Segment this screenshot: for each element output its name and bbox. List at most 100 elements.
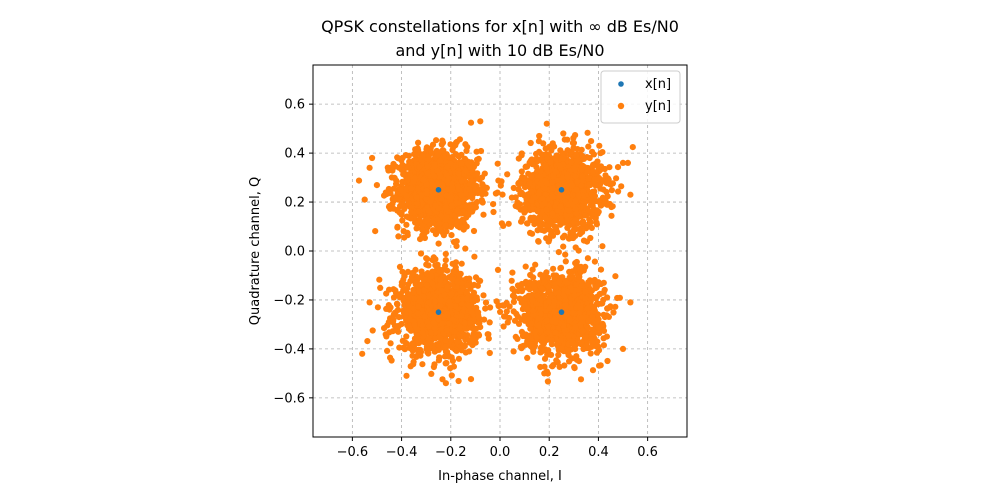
- y-point: [558, 217, 565, 224]
- y-point: [387, 340, 394, 347]
- y-point: [467, 203, 474, 210]
- y-point: [547, 158, 554, 166]
- y-point: [456, 136, 463, 143]
- y-point: [606, 200, 613, 208]
- y-point: [512, 333, 519, 340]
- y-point: [454, 338, 461, 345]
- y-point: [471, 327, 478, 334]
- y-point: [414, 336, 421, 343]
- y-point: [498, 220, 505, 227]
- y-point: [437, 302, 444, 309]
- grid-lines: [313, 65, 687, 437]
- y-point: [455, 355, 462, 362]
- y-point: [415, 310, 422, 317]
- y-point: [472, 339, 479, 346]
- y-point: [419, 322, 426, 329]
- y-point: [560, 130, 567, 137]
- y-point: [586, 181, 593, 188]
- y-point: [431, 173, 438, 180]
- y-point: [546, 236, 553, 243]
- y-point: [568, 182, 576, 189]
- y-point: [520, 175, 527, 182]
- y-point: [450, 175, 457, 182]
- y-point: [458, 312, 465, 319]
- y-point: [580, 199, 588, 206]
- y-point: [411, 295, 418, 302]
- y-point: [410, 358, 417, 365]
- y-point: [497, 182, 504, 189]
- y-point: [452, 259, 460, 266]
- y-point: [432, 202, 439, 209]
- y-point: [394, 306, 402, 313]
- y-point: [573, 210, 580, 217]
- y-point: [479, 181, 486, 188]
- y-point: [389, 167, 396, 174]
- y-point: [556, 192, 563, 199]
- y-point: [442, 337, 449, 344]
- y-point: [410, 270, 417, 278]
- y-point: [567, 159, 575, 166]
- y-point: [469, 333, 477, 340]
- y-point: [510, 348, 517, 355]
- y-point: [557, 177, 564, 184]
- y-point: [442, 262, 449, 269]
- y-point: [372, 228, 379, 235]
- y-point: [431, 163, 438, 170]
- y-point: [504, 171, 511, 178]
- y-point: [403, 333, 410, 340]
- y-point: [599, 243, 606, 250]
- y-point: [534, 207, 541, 214]
- y-point: [591, 177, 598, 184]
- y-point: [447, 365, 454, 372]
- y-point: [549, 185, 556, 192]
- y-point: [424, 256, 431, 263]
- y-point: [471, 181, 478, 188]
- y-point: [420, 176, 427, 183]
- y-point: [446, 154, 453, 161]
- y-point: [585, 175, 592, 182]
- y-point: [466, 186, 473, 193]
- y-point: [387, 190, 394, 197]
- y-point: [424, 163, 431, 170]
- y-point: [467, 119, 475, 126]
- y-point: [538, 151, 545, 158]
- y-point: [415, 139, 422, 146]
- y-point: [416, 163, 423, 170]
- y-point: [572, 132, 579, 139]
- y-point: [441, 154, 448, 161]
- y-point: [589, 192, 597, 200]
- y-point: [528, 188, 535, 195]
- y-point: [445, 353, 453, 360]
- y-point: [419, 329, 426, 336]
- y-point: [509, 269, 516, 276]
- y-point: [561, 136, 568, 143]
- y-point: [548, 220, 555, 227]
- y-point: [573, 152, 580, 159]
- y-point: [467, 208, 474, 215]
- y-point: [591, 198, 598, 205]
- y-point: [425, 299, 432, 306]
- y-point: [570, 219, 578, 226]
- y-point: [408, 185, 415, 192]
- y-point: [432, 256, 439, 263]
- y-point: [411, 321, 418, 328]
- y-point: [579, 173, 586, 181]
- y-point: [515, 320, 523, 327]
- y-point: [588, 138, 595, 145]
- y-point: [399, 201, 406, 209]
- y-point: [392, 287, 399, 294]
- y-point: [415, 349, 422, 356]
- y-point: [442, 343, 449, 350]
- y-point: [467, 376, 475, 383]
- y-point: [461, 342, 468, 349]
- y-point: [463, 289, 470, 296]
- y-point: [514, 203, 522, 210]
- y-point: [383, 333, 390, 340]
- y-point: [461, 155, 469, 162]
- y-point: [526, 180, 533, 187]
- y-point: [474, 282, 481, 289]
- y-point: [450, 238, 458, 246]
- y-point: [442, 204, 449, 211]
- y-point: [417, 281, 424, 288]
- y-point: [417, 250, 425, 257]
